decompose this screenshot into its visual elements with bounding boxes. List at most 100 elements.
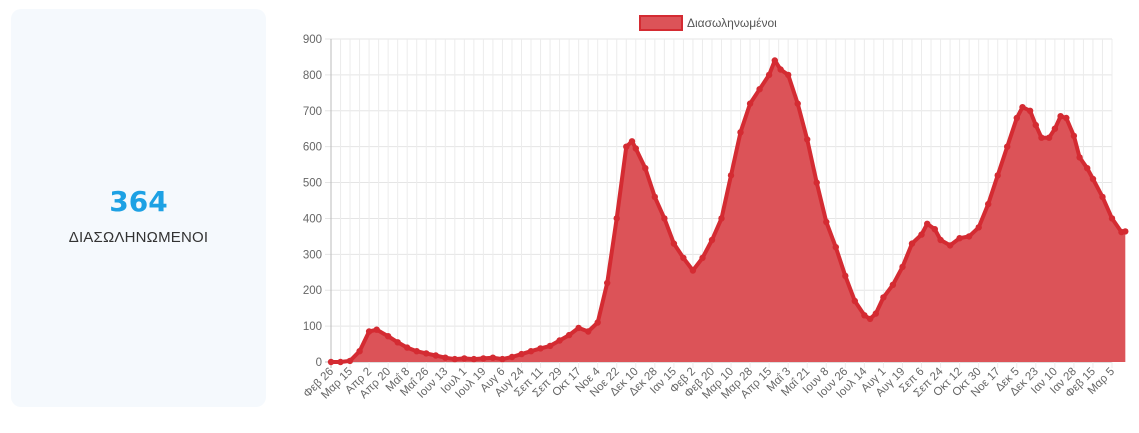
- data-point[interactable]: [861, 312, 868, 319]
- data-point[interactable]: [556, 337, 563, 344]
- data-point[interactable]: [527, 348, 535, 355]
- y-tick-label: 600: [303, 142, 322, 154]
- data-point[interactable]: [373, 326, 380, 333]
- data-point[interactable]: [499, 355, 506, 363]
- data-point[interactable]: [699, 254, 706, 262]
- data-point[interactable]: [365, 328, 373, 335]
- data-point[interactable]: [537, 345, 544, 352]
- data-point[interactable]: [851, 297, 858, 305]
- data-point[interactable]: [613, 215, 620, 222]
- data-point[interactable]: [924, 220, 931, 227]
- data-point[interactable]: [489, 354, 497, 361]
- data-point[interactable]: [1089, 175, 1097, 183]
- data-point[interactable]: [404, 344, 411, 351]
- data-point[interactable]: [756, 86, 763, 93]
- data-point[interactable]: [804, 136, 811, 143]
- data-point[interactable]: [918, 231, 925, 238]
- data-point[interactable]: [432, 352, 439, 359]
- data-point[interactable]: [632, 145, 639, 152]
- data-point[interactable]: [565, 331, 573, 339]
- legend[interactable]: Διασωληνωμένοι: [639, 15, 777, 31]
- data-point[interactable]: [508, 353, 516, 361]
- data-point[interactable]: [356, 348, 363, 355]
- data-point[interactable]: [1084, 165, 1091, 172]
- data-point[interactable]: [908, 240, 916, 247]
- data-point[interactable]: [1057, 113, 1064, 120]
- data-point[interactable]: [689, 267, 697, 274]
- data-point[interactable]: [777, 66, 784, 73]
- data-point[interactable]: [889, 281, 897, 288]
- data-point[interactable]: [470, 355, 478, 363]
- data-point[interactable]: [1099, 193, 1106, 201]
- data-point[interactable]: [1108, 215, 1116, 222]
- y-tick-label: 0: [316, 357, 322, 369]
- data-point[interactable]: [1045, 134, 1053, 141]
- data-point[interactable]: [1013, 114, 1020, 122]
- data-point[interactable]: [765, 71, 773, 79]
- data-point[interactable]: [423, 350, 430, 357]
- data-point[interactable]: [461, 355, 468, 362]
- data-point[interactable]: [899, 263, 906, 271]
- data-point[interactable]: [451, 355, 458, 363]
- data-point[interactable]: [1076, 154, 1083, 161]
- data-point[interactable]: [771, 57, 778, 64]
- data-point[interactable]: [708, 236, 716, 244]
- data-point[interactable]: [480, 355, 487, 362]
- data-point[interactable]: [872, 310, 879, 317]
- data-point[interactable]: [642, 165, 649, 172]
- data-point[interactable]: [985, 200, 992, 208]
- series-area: [331, 60, 1126, 362]
- data-point[interactable]: [794, 100, 801, 107]
- data-point[interactable]: [394, 339, 401, 346]
- data-point[interactable]: [442, 354, 449, 361]
- data-point[interactable]: [518, 350, 525, 358]
- data-point[interactable]: [1019, 104, 1026, 111]
- data-point[interactable]: [718, 215, 725, 222]
- data-point[interactable]: [937, 236, 944, 244]
- data-point[interactable]: [661, 215, 668, 222]
- data-point[interactable]: [413, 348, 420, 355]
- data-point[interactable]: [1038, 134, 1045, 141]
- data-point[interactable]: [327, 358, 335, 366]
- legend-swatch: [639, 15, 683, 31]
- data-point[interactable]: [823, 218, 830, 226]
- data-point[interactable]: [680, 254, 687, 262]
- data-point[interactable]: [1070, 132, 1078, 140]
- data-point[interactable]: [1026, 107, 1034, 115]
- data-point[interactable]: [956, 235, 963, 242]
- data-point[interactable]: [623, 143, 630, 150]
- data-point[interactable]: [585, 328, 592, 335]
- data-point[interactable]: [575, 324, 582, 332]
- data-point[interactable]: [965, 233, 973, 240]
- data-point[interactable]: [813, 179, 820, 186]
- y-tick-label: 700: [303, 106, 322, 118]
- data-point[interactable]: [670, 240, 678, 247]
- data-point[interactable]: [346, 357, 354, 365]
- data-point[interactable]: [546, 342, 554, 350]
- stat-card: 364 ΔΙΑΣΩΛΗΝΩΜΕΝΟΙ: [11, 9, 266, 407]
- data-point[interactable]: [1063, 114, 1070, 122]
- data-point[interactable]: [737, 129, 744, 136]
- data-point[interactable]: [384, 333, 392, 340]
- data-point[interactable]: [975, 224, 982, 231]
- data-point[interactable]: [1051, 125, 1059, 132]
- data-point[interactable]: [594, 319, 601, 326]
- plot-area: [327, 57, 1129, 366]
- data-point[interactable]: [994, 172, 1001, 179]
- data-point[interactable]: [880, 294, 887, 301]
- data-point[interactable]: [337, 358, 344, 366]
- data-point[interactable]: [1032, 121, 1039, 129]
- data-point[interactable]: [651, 193, 658, 201]
- data-point[interactable]: [866, 315, 874, 323]
- data-point[interactable]: [842, 272, 849, 280]
- data-point[interactable]: [746, 100, 754, 107]
- data-point[interactable]: [946, 242, 954, 249]
- data-point[interactable]: [785, 71, 792, 79]
- data-point[interactable]: [1122, 228, 1129, 235]
- data-point[interactable]: [832, 244, 839, 251]
- data-point[interactable]: [604, 279, 611, 287]
- data-point[interactable]: [628, 138, 636, 145]
- data-point[interactable]: [931, 226, 938, 233]
- data-point[interactable]: [727, 172, 735, 179]
- data-point[interactable]: [1004, 143, 1011, 150]
